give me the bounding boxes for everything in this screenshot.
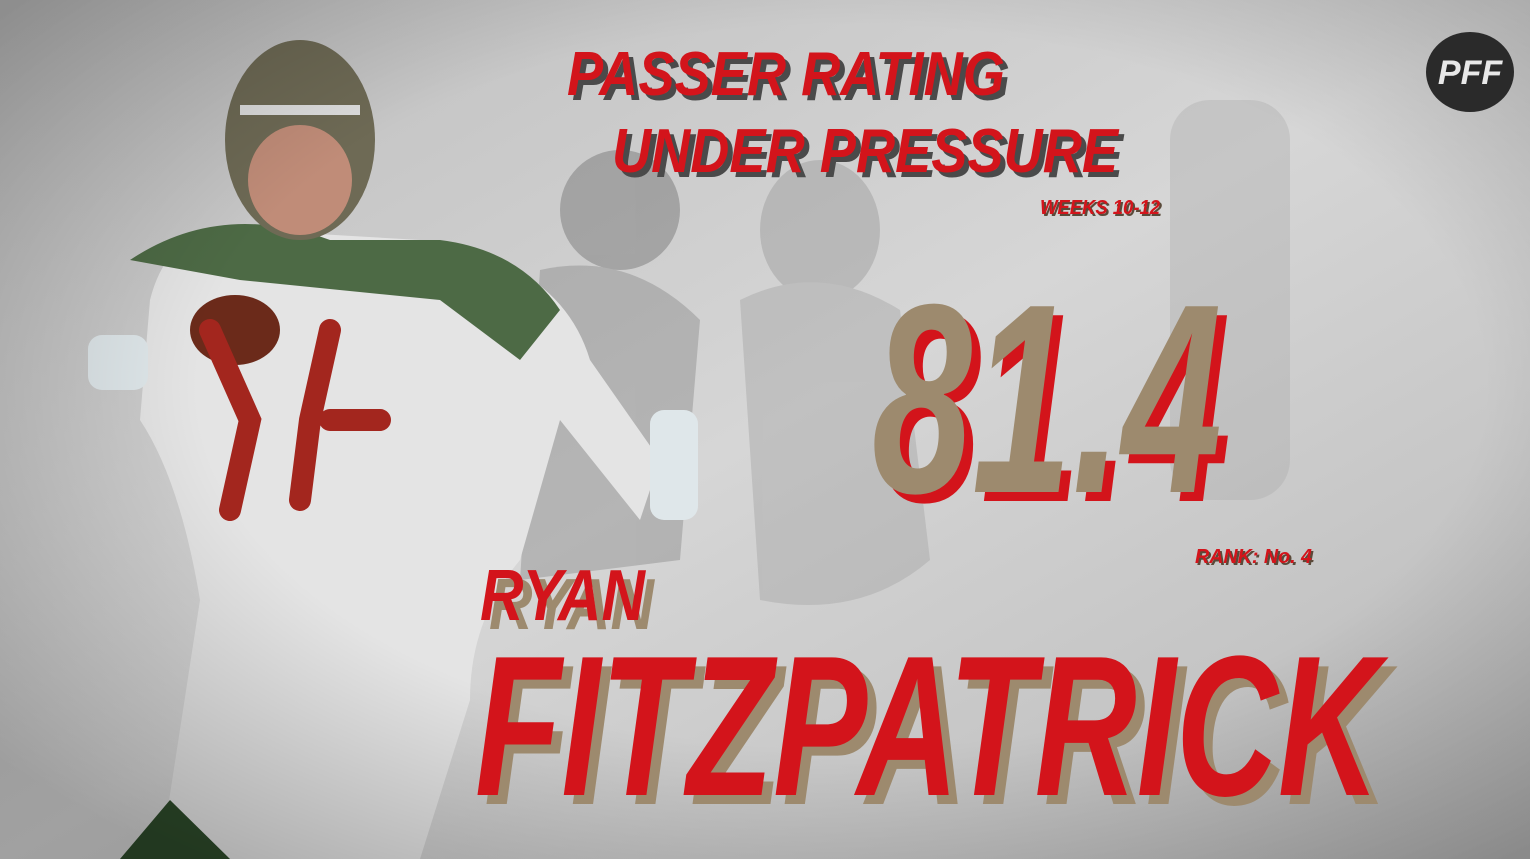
stat-value: 81.4: [872, 249, 1222, 550]
logo-text: PFF: [1438, 54, 1503, 92]
stat-rank: RANK: No. 4: [1195, 546, 1312, 568]
title-line-1: PASSER RATING: [567, 40, 1005, 109]
subtitle: WEEKS 10-12: [1040, 197, 1160, 219]
last-name: FITZPATRICK: [475, 615, 1389, 838]
logo-badge: [1426, 32, 1514, 112]
first-name: RYAN: [480, 556, 647, 636]
logo: PFF: [1426, 32, 1514, 112]
title-line-2: UNDER PRESSURE: [612, 117, 1119, 186]
